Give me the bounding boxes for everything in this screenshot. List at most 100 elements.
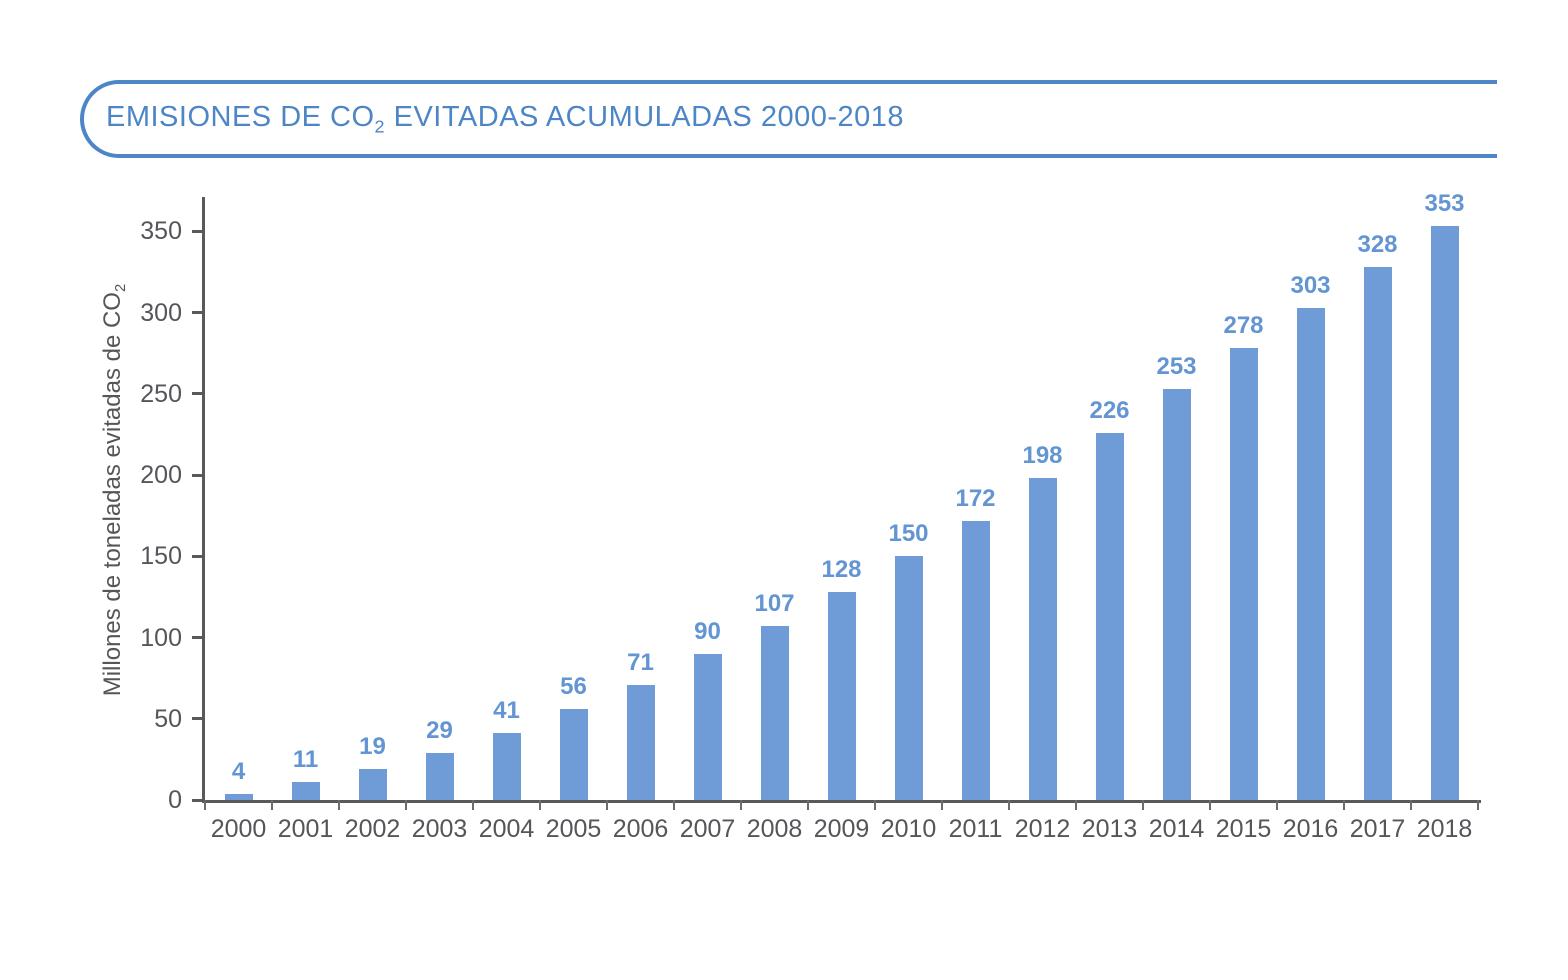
bar [760,626,789,800]
bar-value-label: 226 [1089,396,1130,424]
x-tick-mark [1276,800,1278,810]
x-tick-label: 2005 [545,815,602,843]
bar [224,793,253,800]
chart-title-banner: EMISIONES DE CO2 EVITADAS ACUMULADAS 200… [80,80,1497,158]
x-tick-mark [941,800,943,810]
bar-slot: 71 2006 [607,197,674,843]
chart-title-pre: EMISIONES DE CO [106,100,375,133]
x-tick-mark [405,800,407,810]
y-axis-line [202,197,205,803]
bar-value-label: 172 [955,484,996,512]
bar-value-label: 128 [821,556,862,583]
y-tick-mark [192,473,205,477]
x-tick-label: 2017 [1349,815,1406,843]
bar-slot: 328 2017 [1344,197,1411,843]
x-tick-mark [1008,800,1010,810]
bar [1162,388,1191,800]
x-tick-label: 2006 [612,815,669,843]
bar [1430,226,1459,800]
bar [425,752,454,800]
x-tick-label: 2000 [210,815,267,843]
chart-title-post: EVITADAS ACUMULADAS 2000-2018 [385,100,905,133]
bar-slot: 128 2009 [808,197,875,843]
y-tick-label: 150 [140,542,182,571]
x-tick-mark [204,800,206,810]
x-tick-label: 2013 [1081,815,1138,843]
bar-slot: 19 2002 [339,197,406,843]
bar-value-label: 11 [292,746,319,774]
bar-slot: 11 2001 [272,197,339,843]
bar-value-label: 198 [1022,442,1063,470]
y-tick-label: 100 [140,623,182,652]
bar-value-label: 41 [493,697,520,725]
y-tick-mark [192,392,205,396]
bar-value-label: 303 [1290,271,1331,299]
bar [358,769,387,800]
y-tick-mark [192,798,205,802]
x-tick-label: 2001 [277,815,334,843]
x-tick-label: 2010 [880,815,937,843]
x-tick-mark [807,800,809,810]
plot-area: 4 2000 11 2001 19 2002 29 2003 41 2004 56 2005 71 200… [204,190,1479,844]
bar-value-label: 4 [231,757,246,785]
x-tick-label: 2015 [1215,815,1272,843]
bar-value-label: 56 [560,673,587,700]
bar-slot: 4 2000 [205,197,272,844]
bar-value-label: 107 [754,590,795,618]
y-tick-mark [192,554,205,558]
bar-slot: 253 2014 [1143,197,1210,843]
y-tick-label: 50 [154,704,182,733]
y-tick-mark [192,636,205,639]
bar-value-label: 90 [694,617,721,645]
x-tick-mark [1410,800,1412,810]
x-tick-mark [472,800,474,810]
x-tick-label: 2011 [948,815,1003,843]
x-tick-label: 2018 [1416,815,1473,843]
y-tick-label: 200 [140,461,182,489]
x-tick-label: 2009 [813,815,870,843]
x-tick-label: 2004 [478,815,535,843]
x-axis-line [202,800,1481,803]
bar-slot: 303 2016 [1277,197,1344,843]
bar-slot: 198 2012 [1009,197,1076,843]
x-tick-label: 2002 [344,815,401,843]
y-axis-label-subscript: 2 [113,283,130,293]
y-tick-label: 350 [140,217,182,246]
bar-slot: 172 2011 [942,197,1009,844]
y-tick-label: 250 [140,379,182,408]
x-tick-mark [1343,800,1345,810]
bar-slot: 353 2018 [1411,190,1478,843]
x-tick-mark [606,800,608,810]
bar-slot: 226 2013 [1076,197,1143,843]
x-tick-mark [1142,800,1144,810]
bar-slot: 278 2015 [1210,197,1277,843]
bar [693,653,722,800]
bar-slot: 56 2005 [540,197,607,843]
bar [1095,432,1124,800]
bar-slot: 107 2008 [741,197,808,843]
bar [492,733,521,800]
y-tick-mark [192,717,205,721]
chart-title-subscript: 2 [374,116,386,137]
bar-slot: 29 2003 [406,197,473,843]
x-tick-mark [539,800,541,810]
bar-value-label: 353 [1424,190,1465,218]
bar [1363,267,1392,800]
bar-value-label: 71 [627,648,654,676]
bar-value-label: 253 [1156,352,1197,380]
x-tick-label: 2003 [411,815,468,843]
bar-value-label: 150 [888,520,929,548]
x-tick-mark [271,800,273,810]
bar [559,709,588,800]
bar [827,592,856,800]
x-tick-mark [673,800,675,810]
y-tick-label: 0 [168,786,182,814]
x-tick-label: 2012 [1014,815,1071,843]
x-tick-label: 2016 [1282,815,1339,843]
bar-value-label: 328 [1357,231,1398,258]
bar [626,684,655,800]
x-tick-mark [338,800,340,810]
bar [1229,348,1258,800]
